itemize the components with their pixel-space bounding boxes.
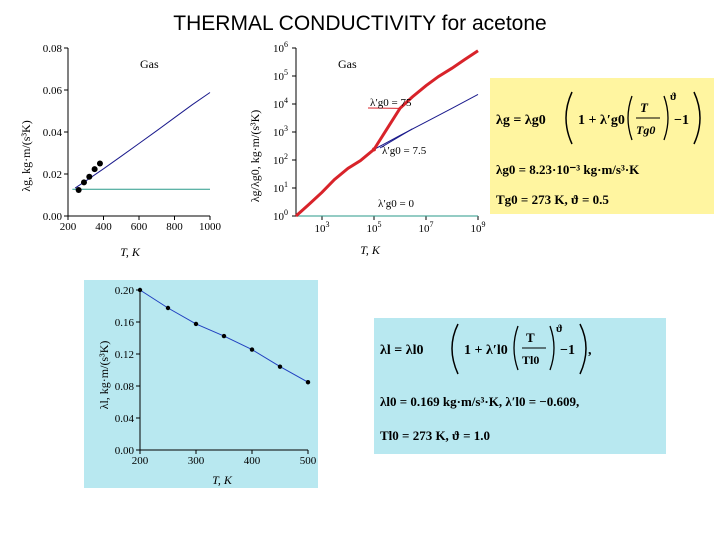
c2-y-tick-label: 103 — [273, 124, 288, 139]
formula-panel-liquid: λl = λl0 1 + λ′l0 T Tl0 ϑ −1 , λl0 = 0.1… — [374, 318, 666, 454]
c2-x-tick-label: 103 — [315, 220, 330, 235]
f1-paren-close — [693, 91, 701, 145]
c1-y-label: λg, kg·m/(s³K) — [19, 120, 33, 191]
f2-eq3: Tl0 = 273 K, ϑ = 1.0 — [380, 428, 490, 443]
f2-inner-paren-close — [549, 325, 555, 371]
f2-eq1-num: T — [526, 330, 535, 345]
c1-x-tick-label: 200 — [60, 221, 77, 233]
c3-data-point — [221, 333, 227, 339]
chart-liquid-panel — [84, 280, 318, 488]
c1-x-tick-label: 600 — [131, 221, 148, 233]
f1-eq1-exp: ϑ — [670, 91, 677, 103]
c3-x-tick-label: 200 — [132, 455, 149, 467]
c3-data-point — [249, 347, 255, 352]
c2-annotation-75: λ′g0 = 75 — [370, 97, 412, 109]
c2-x-tick-label: 105 — [367, 220, 382, 235]
c1-x-label: T, K — [120, 245, 141, 259]
c3-y-label: λl, kg·m/(s³K) — [97, 341, 111, 410]
c1-y-tick-label: 0.00 — [43, 211, 63, 223]
f2-comma: , — [588, 343, 592, 358]
c2-x-tick-label: 107 — [419, 220, 434, 235]
f2-eq1-exp: ϑ — [556, 323, 563, 335]
c1-y-tick-label: 0.04 — [43, 127, 63, 139]
c3-x-label: T, K — [212, 473, 233, 487]
c3-y-tick-label: 0.08 — [115, 381, 135, 393]
c1-series-curve — [74, 92, 211, 189]
f2-eq1-coef: λ′l0 — [486, 343, 508, 358]
formula-gas-svg: λg = λg0 1 + λ′g0 T Tg0 ϑ −1 λg0 = 8.23·… — [496, 91, 701, 207]
f2-one-plus: 1 + — [464, 343, 483, 358]
f2-eq2: λl0 = 0.169 kg·m/s³·K, λ′l0 = −0.609, — [380, 394, 579, 409]
c3-x-tick-label: 300 — [188, 455, 205, 467]
f1-minus-one: −1 — [674, 113, 689, 128]
c1-y-tick-label: 0.02 — [43, 169, 62, 181]
f1-eq3: Tg0 = 273 K, ϑ = 0.5 — [496, 192, 609, 207]
c2-series-7-5 — [373, 93, 479, 150]
c2-y-tick-label: 105 — [273, 68, 288, 83]
c3-data-point — [193, 321, 199, 327]
c2-y-tick-label: 102 — [273, 152, 288, 167]
f1-inner-paren-close — [663, 95, 669, 141]
f2-minus-one: −1 — [560, 343, 575, 358]
f1-paren-open — [565, 91, 573, 145]
c3-y-tick-label: 0.20 — [115, 285, 135, 297]
c1-legend-gas: Gas — [140, 57, 159, 71]
c2-y-tick-label: 100 — [273, 208, 288, 223]
c3-y-tick-label: 0.16 — [115, 317, 135, 329]
chart-liquid: 0.00 0.04 0.08 0.12 0.16 0.20 200 300 400 500 T, … — [97, 285, 317, 487]
page-title: THERMAL CONDUCTIVITY for acetone — [173, 12, 547, 35]
c2-y-label: λg/λg0, kg·m/(s³K) — [248, 110, 262, 203]
formula-liquid-svg: λl = λl0 1 + λ′l0 T Tl0 ϑ −1 , λl0 = 0.1… — [380, 323, 592, 443]
chart-gas-loglog: 100 101 102 103 104 105 106 103 105 107 109 Gas T,… — [248, 40, 486, 257]
f1-one-plus: 1 + — [578, 113, 597, 128]
c3-x-tick-label: 400 — [244, 455, 261, 467]
c2-series-75 — [294, 49, 479, 218]
c1-y-tick-label: 0.06 — [43, 85, 63, 97]
c1-x-tick-label: 400 — [95, 221, 112, 233]
c1-x-tick-label: 1000 — [199, 221, 222, 233]
c1-x-tick-label: 800 — [166, 221, 183, 233]
f1-eq1-lhs: λg = λg0 — [496, 113, 546, 128]
c2-annotation-7-5: λ′g0 = 7.5 — [382, 145, 427, 157]
c3-x-tick-label: 500 — [300, 455, 317, 467]
c1-data-point — [80, 179, 87, 186]
c3-y-tick-label: 0.12 — [115, 349, 134, 361]
chart-gas-linear: 0.00 0.02 0.04 0.06 0.08 200 400 600 800 1000 Gas… — [19, 43, 222, 259]
f2-paren-open — [451, 323, 459, 375]
c3-y-tick-label: 0.04 — [115, 413, 135, 425]
c2-y-tick-label: 101 — [273, 180, 288, 195]
f1-eq1-coef: λ′g0 — [600, 113, 625, 128]
c1-data-point — [75, 186, 82, 193]
c3-data-point — [277, 364, 283, 369]
c2-junction-point — [372, 147, 376, 152]
c3-y-tick-label: 0.00 — [115, 445, 135, 457]
c1-data-point — [86, 173, 93, 180]
c2-annotation-0: λ′g0 = 0 — [378, 198, 414, 210]
f2-inner-paren-open — [513, 325, 519, 371]
c2-x-label: T, K — [360, 243, 381, 257]
c2-y-tick-label: 104 — [273, 96, 288, 111]
c1-data-point — [91, 166, 98, 173]
c1-y-tick-label: 0.08 — [43, 43, 63, 55]
f1-eq1-den: Tg0 — [636, 123, 655, 137]
c1-data-point — [96, 160, 103, 167]
c3-data-point — [137, 287, 143, 293]
f2-eq1-lhs: λl = λl0 — [380, 343, 424, 358]
formula-panel-gas: λg = λg0 1 + λ′g0 T Tg0 ϑ −1 λg0 = 8.23·… — [490, 78, 714, 214]
c3-data-point — [305, 380, 311, 385]
f2-eq1-den: Tl0 — [522, 353, 539, 367]
f1-inner-paren-open — [627, 95, 633, 141]
f1-eq1-num: T — [640, 100, 649, 115]
f1-eq2: λg0 = 8.23·10⁻³ kg·m/s³·K — [496, 162, 640, 177]
c2-y-tick-label: 106 — [273, 40, 288, 55]
f2-paren-close — [579, 323, 587, 375]
c2-x-tick-label: 109 — [471, 220, 486, 235]
c2-legend-gas: Gas — [338, 57, 357, 71]
c2-pointer-7-5 — [379, 128, 413, 149]
c3-data-point — [165, 305, 171, 311]
